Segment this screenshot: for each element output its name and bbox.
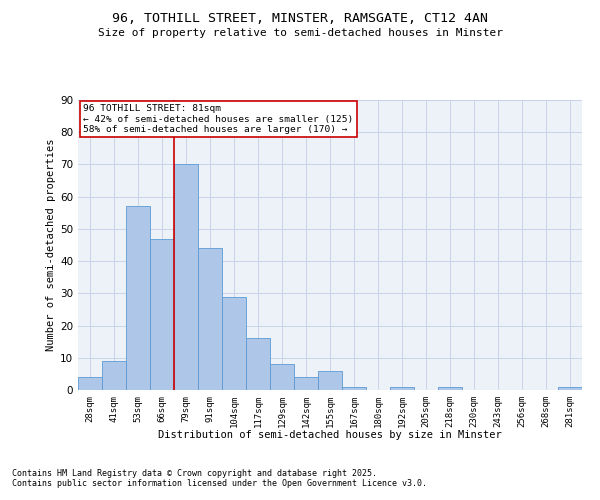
Bar [438, 387, 462, 390]
Bar [558, 387, 582, 390]
Bar [390, 387, 414, 390]
Bar [342, 387, 366, 390]
Y-axis label: Number of semi-detached properties: Number of semi-detached properties [46, 138, 56, 352]
Bar [174, 164, 198, 390]
Text: Contains HM Land Registry data © Crown copyright and database right 2025.: Contains HM Land Registry data © Crown c… [12, 468, 377, 477]
Bar [126, 206, 150, 390]
Bar [318, 370, 342, 390]
Text: 96 TOTHILL STREET: 81sqm
← 42% of semi-detached houses are smaller (125)
58% of : 96 TOTHILL STREET: 81sqm ← 42% of semi-d… [83, 104, 353, 134]
Text: Size of property relative to semi-detached houses in Minster: Size of property relative to semi-detach… [97, 28, 503, 38]
Bar [198, 248, 222, 390]
Bar [102, 361, 126, 390]
X-axis label: Distribution of semi-detached houses by size in Minster: Distribution of semi-detached houses by … [158, 430, 502, 440]
Bar [270, 364, 294, 390]
Text: 96, TOTHILL STREET, MINSTER, RAMSGATE, CT12 4AN: 96, TOTHILL STREET, MINSTER, RAMSGATE, C… [112, 12, 488, 26]
Bar [246, 338, 270, 390]
Bar [222, 296, 246, 390]
Bar [78, 377, 102, 390]
Text: Contains public sector information licensed under the Open Government Licence v3: Contains public sector information licen… [12, 478, 427, 488]
Bar [294, 377, 318, 390]
Bar [150, 238, 174, 390]
